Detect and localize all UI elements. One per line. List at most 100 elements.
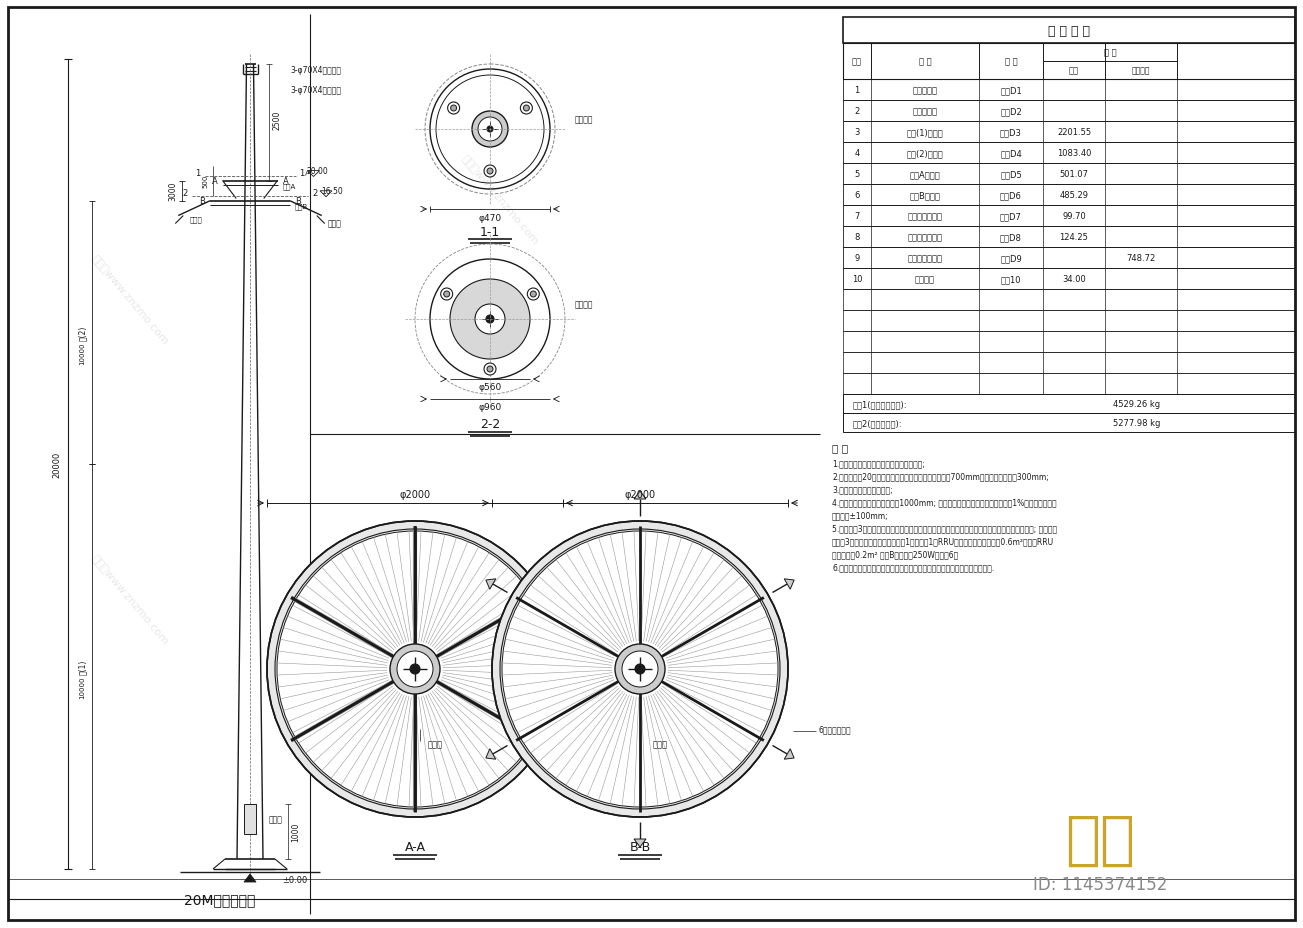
Text: φ960: φ960 xyxy=(478,403,502,412)
Text: 1: 1 xyxy=(300,169,305,178)
Text: 34.00: 34.00 xyxy=(1062,275,1085,284)
Circle shape xyxy=(450,279,530,360)
Text: 泵排口: 泵排口 xyxy=(653,740,667,749)
Text: 2201.55: 2201.55 xyxy=(1057,128,1091,136)
Text: 桩(1): 桩(1) xyxy=(77,659,86,675)
Text: 拾辰D5: 拾辰D5 xyxy=(1001,170,1022,179)
Bar xyxy=(843,122,1295,143)
Text: 平台A结构图: 平台A结构图 xyxy=(909,170,941,179)
Text: 南楼(2)结构图: 南楼(2)结构图 xyxy=(907,148,943,158)
Bar xyxy=(843,353,1295,374)
Text: 20000: 20000 xyxy=(52,451,61,478)
Bar xyxy=(843,80,1295,101)
Text: 拾辰D9: 拾辰D9 xyxy=(1001,253,1022,263)
Text: 9: 9 xyxy=(855,253,860,263)
Bar xyxy=(843,18,1295,44)
Circle shape xyxy=(278,532,552,807)
Circle shape xyxy=(502,532,778,807)
Text: 成套颜色: 成套颜色 xyxy=(1132,67,1151,75)
Text: 124.25: 124.25 xyxy=(1059,233,1088,241)
Text: 2.本工程柱高20米，截面为十六边形，底部对边宽度为700mm，顶部对边宽度为300mm;: 2.本工程柱高20米，截面为十六边形，底部对边宽度为700mm，顶部对边宽度为3… xyxy=(833,472,1049,481)
Text: 4529.26 kg: 4529.26 kg xyxy=(1113,400,1161,408)
Bar xyxy=(843,226,1295,248)
Text: 7: 7 xyxy=(855,212,860,221)
Circle shape xyxy=(528,289,539,301)
Circle shape xyxy=(448,103,460,115)
Text: B-B: B-B xyxy=(629,841,650,854)
Text: 拾辰D2: 拾辰D2 xyxy=(1001,107,1022,116)
Text: 拾辰D3: 拾辰D3 xyxy=(1001,128,1022,136)
Text: 5.塔顶部设3台天线盘位，当需要安装更多天线盘时，可把塔顶部扩合于，塔顶在下设设二层平台; 两层平台: 5.塔顶部设3台天线盘位，当需要安装更多天线盘时，可把塔顶部扩合于，塔顶在下设设… xyxy=(833,524,1057,533)
Text: 485.29: 485.29 xyxy=(1059,191,1088,200)
Bar xyxy=(843,311,1295,331)
Text: 单管外扰版: 单管外扰版 xyxy=(912,107,937,116)
Text: 501.07: 501.07 xyxy=(1059,170,1088,179)
Text: 拾辰10: 拾辰10 xyxy=(1001,275,1022,284)
Circle shape xyxy=(483,166,496,178)
Text: φ2000: φ2000 xyxy=(624,489,655,499)
Text: 平台A: 平台A xyxy=(283,183,296,189)
Text: 3.形是偷量测钢板各部底层;: 3.形是偷量测钢板各部底层; xyxy=(833,485,893,494)
Circle shape xyxy=(440,289,452,301)
Bar xyxy=(843,414,1295,432)
Circle shape xyxy=(487,127,493,133)
Text: 10000: 10000 xyxy=(79,342,85,364)
Bar xyxy=(843,374,1295,394)
Text: 图 号: 图 号 xyxy=(1005,58,1018,67)
Circle shape xyxy=(478,118,502,142)
Circle shape xyxy=(493,522,788,818)
Text: 3: 3 xyxy=(855,128,860,136)
Bar xyxy=(843,269,1295,290)
Text: 4.连接方式采用插接，每接长度1000mm; 插接完后杆身直顺度不大于总长度的1%，杆身总高度误: 4.连接方式采用插接，每接长度1000mm; 插接完后杆身直顺度不大于总长度的1… xyxy=(833,498,1057,507)
Text: 8: 8 xyxy=(855,233,860,241)
Circle shape xyxy=(622,651,658,688)
Text: 16.50: 16.50 xyxy=(321,187,343,196)
Text: 5277.98 kg: 5277.98 kg xyxy=(1113,419,1161,428)
Text: 5: 5 xyxy=(855,170,860,179)
Polygon shape xyxy=(635,839,646,847)
Circle shape xyxy=(615,644,665,694)
Polygon shape xyxy=(486,579,495,589)
Text: 2: 2 xyxy=(311,189,317,198)
Polygon shape xyxy=(635,492,646,499)
Circle shape xyxy=(444,291,450,298)
Circle shape xyxy=(524,106,529,112)
Text: ±0.00: ±0.00 xyxy=(283,875,308,884)
Bar xyxy=(244,805,255,834)
Circle shape xyxy=(451,106,456,112)
Text: 1-1: 1-1 xyxy=(480,226,500,238)
Text: 99.70: 99.70 xyxy=(1062,212,1085,221)
Text: A: A xyxy=(283,177,288,186)
Bar xyxy=(843,44,1295,80)
Text: 重 量: 重 量 xyxy=(1104,48,1117,58)
Circle shape xyxy=(476,304,506,335)
Text: 知末网www.znzmo.com: 知末网www.znzmo.com xyxy=(90,253,171,346)
Text: 1: 1 xyxy=(195,169,201,178)
Text: 备 注: 备 注 xyxy=(833,443,848,453)
Text: 荧光灯: 荧光灯 xyxy=(189,216,202,223)
Text: 知末网www.znzmo.com: 知末网www.znzmo.com xyxy=(460,153,541,247)
Circle shape xyxy=(520,103,533,115)
Text: 合计1(不含地锁镜架):: 合计1(不含地锁镜架): xyxy=(853,400,907,408)
Text: φ470: φ470 xyxy=(478,213,502,223)
Text: 3000: 3000 xyxy=(168,182,177,201)
Text: 材 料 总 表: 材 料 总 表 xyxy=(1048,24,1091,37)
Text: 单体: 单体 xyxy=(1068,67,1079,75)
Text: 6.零件钢材采用低碳钢普通热浸镀锌处理，安装完平后等身外表面需喷漆处理.: 6.零件钢材采用低碳钢普通热浸镀锌处理，安装完平后等身外表面需喷漆处理. xyxy=(833,563,994,572)
Text: 6: 6 xyxy=(855,191,860,200)
Text: 平台B: 平台B xyxy=(294,203,309,210)
Text: 平台B结构图: 平台B结构图 xyxy=(909,191,941,200)
Text: 地锁镜架结构图: 地锁镜架结构图 xyxy=(907,253,942,263)
Text: 2500: 2500 xyxy=(272,111,281,130)
Text: 单管道杆结构图: 单管道杆结构图 xyxy=(907,233,942,241)
Circle shape xyxy=(472,112,508,148)
Text: φ2000: φ2000 xyxy=(400,489,430,499)
Text: 拾辰D7: 拾辰D7 xyxy=(1001,212,1022,221)
Text: 天线支架结构图: 天线支架结构图 xyxy=(907,212,942,221)
Bar xyxy=(843,164,1295,185)
Text: 10: 10 xyxy=(852,275,863,284)
Text: 天线桅杆: 天线桅杆 xyxy=(575,300,593,309)
Bar xyxy=(843,331,1295,353)
Text: 4: 4 xyxy=(855,148,860,158)
Bar xyxy=(843,185,1295,206)
